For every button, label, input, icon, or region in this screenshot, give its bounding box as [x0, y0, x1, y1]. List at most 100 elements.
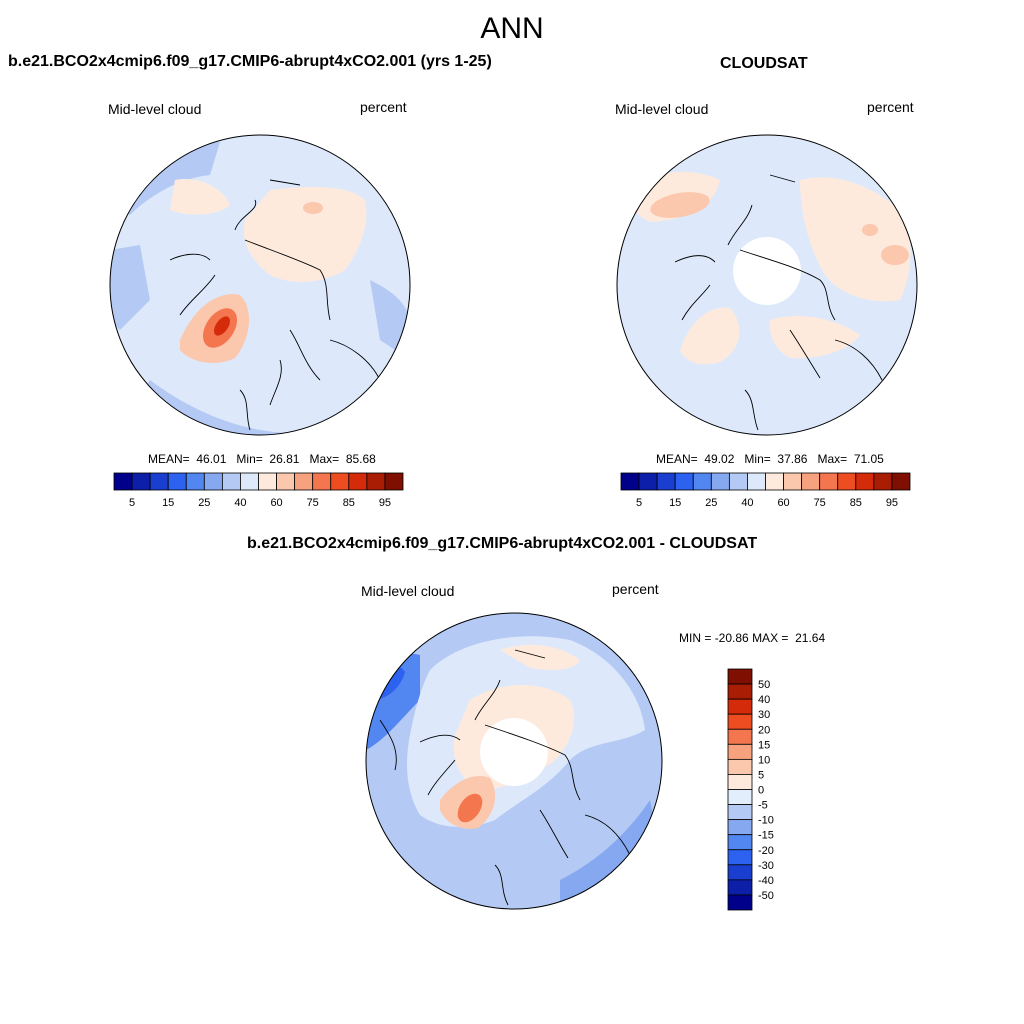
map3-field-low-southeast — [560, 800, 662, 909]
map1-field-high-north — [170, 179, 230, 215]
panel2-mean-value: 49.02 — [704, 452, 735, 466]
panel3-colorbar-tick-label: -15 — [758, 830, 774, 842]
colorbar-panel1: 5 15 25 40 60 75 85 95 — [113, 472, 404, 509]
panel2-colorbar-box — [638, 472, 658, 491]
panel1-colorbar-tick-label: 40 — [234, 497, 246, 509]
panel1-colorbar-box — [240, 472, 259, 491]
panel3-min-value: -20.86 — [714, 631, 749, 645]
panel3-colorbar-tick-label: -20 — [758, 845, 774, 857]
panel2-colorbar-tick-label: 95 — [886, 497, 898, 509]
map1-frame — [109, 134, 411, 436]
panel2-title: CLOUDSAT — [720, 55, 808, 72]
panel3-colorbar-box — [727, 713, 753, 730]
panel1-colorbar-box — [203, 472, 223, 491]
panel3-max-label: MAX = — [752, 631, 789, 645]
panel3-colorbar-box — [727, 804, 753, 821]
map1-field-peak — [214, 316, 230, 336]
panel2-colorbar-box — [855, 472, 875, 491]
panel3-colorbar-tick-label: -10 — [758, 815, 774, 827]
panel2-colorbar-tick-label: 75 — [814, 497, 826, 509]
panel1-colorbar-tick-label: 95 — [379, 497, 391, 509]
map3-field-max-canada — [457, 793, 483, 823]
panel1-colorbar-box — [312, 472, 332, 491]
panel2-colorbar-box — [873, 472, 893, 491]
panel3-colorbar-tick-label: 30 — [758, 709, 770, 721]
panel3-colorbar-box — [727, 683, 753, 700]
map1-field-high-center — [243, 187, 367, 282]
map3-coastlines — [379, 649, 631, 906]
panel2-colorbar-box — [891, 472, 911, 491]
map2-field-high-spot-e — [881, 245, 909, 265]
panel3-colorbar-tick-label: -30 — [758, 860, 774, 872]
map2-polar-gap — [733, 237, 801, 305]
panel2-max-value: 71.05 — [853, 452, 884, 466]
panel3-colorbar-tick-label: 20 — [758, 724, 770, 736]
map2 — [616, 134, 918, 436]
panel3-colorbar-tick-label: 5 — [758, 769, 764, 781]
panel1-colorbar-box — [149, 472, 169, 491]
panel3-colorbar-box — [727, 774, 753, 790]
panel1-colorbar-box — [330, 472, 350, 491]
panel2-colorbar-box — [674, 472, 694, 491]
panel2-min-label: Min= — [744, 452, 771, 466]
panel3-colorbar-tick-label: -50 — [758, 890, 774, 902]
panel2-variable-label: Mid-level cloud — [615, 101, 709, 117]
panel2-colorbar-box — [656, 472, 676, 491]
panel1-units-label: percent — [360, 99, 407, 115]
panel3-stats: MIN = -20.86 MAX = 21.64 — [679, 631, 825, 645]
panel2-colorbar-box — [765, 472, 784, 491]
panel3-colorbar-box — [727, 728, 753, 745]
panel1-colorbar-box — [258, 472, 277, 491]
panel3-colorbar-box — [727, 879, 753, 896]
panel1-colorbar-box — [384, 472, 404, 491]
panel2-colorbar-tick-label: 25 — [705, 497, 717, 509]
panel3-colorbar-box — [727, 698, 753, 715]
map2-field-high-east — [800, 177, 911, 302]
panel1-colorbar-tick-label: 60 — [270, 497, 282, 509]
map1 — [109, 134, 411, 436]
panel2-colorbar-box — [801, 472, 821, 491]
panel3-colorbar-tick-label: 40 — [758, 694, 770, 706]
panel2-colorbar-tick-label: 5 — [636, 497, 642, 509]
panel2-colorbar-box — [692, 472, 712, 491]
panel3-colorbar-box — [727, 743, 753, 760]
panel2-max-label: Max= — [817, 452, 848, 466]
panel3-min-label: MIN = — [679, 631, 712, 645]
map2-field-high-spot-nw — [650, 192, 710, 218]
panel3-colorbar-tick-label: 10 — [758, 754, 770, 766]
panel1-colorbar-box — [366, 472, 386, 491]
panel3-colorbar-box — [727, 668, 753, 685]
panel1-colorbar-box — [221, 472, 241, 491]
panel1-colorbar-tick-label: 5 — [129, 497, 135, 509]
panel3-colorbar-box — [727, 758, 753, 775]
panel1-mean-label: MEAN= — [148, 452, 190, 466]
map3-polar-gap — [480, 718, 548, 786]
colorbar-panel2: 5 15 25 40 60 75 85 95 — [620, 472, 911, 509]
panel2-mean-label: MEAN= — [656, 452, 698, 466]
panel3-units-label: percent — [612, 581, 659, 597]
panel2-units-label: percent — [867, 99, 914, 115]
panel2-colorbar-box — [728, 472, 748, 491]
panel1-mean-value: 46.01 — [196, 452, 227, 466]
map2-coastlines — [674, 174, 883, 431]
panel2-stats: MEAN= 49.02 Min= 37.86 Max= 71.05 — [656, 452, 884, 466]
panel1-colorbar-box — [348, 472, 368, 491]
panel1-colorbar-tick-label: 85 — [343, 497, 355, 509]
panel3-colorbar-box — [727, 894, 753, 911]
panel1-title: b.e21.BCO2x4cmip6.f09_g17.CMIP6-abrupt4x… — [8, 53, 492, 70]
panel2-colorbar-tick-label: 15 — [669, 497, 681, 509]
panel3-colorbar-box — [727, 819, 753, 836]
panel3-colorbar-tick-label: 15 — [758, 739, 770, 751]
panel3-colorbar-tick-label: -40 — [758, 875, 774, 887]
panel3-colorbar-tick-label: 0 — [758, 785, 764, 797]
panel1-stats: MEAN= 46.01 Min= 26.81 Max= 85.68 — [148, 452, 376, 466]
panel3-colorbar-tick-label: -5 — [758, 800, 768, 812]
panel1-colorbar-box — [276, 472, 296, 491]
panel1-colorbar-box — [113, 472, 133, 491]
panel1-colorbar-box — [294, 472, 314, 491]
panel3-max-value: 21.64 — [795, 631, 826, 645]
panel3-colorbar-box — [727, 834, 753, 851]
panel1-max-value: 85.68 — [345, 452, 376, 466]
